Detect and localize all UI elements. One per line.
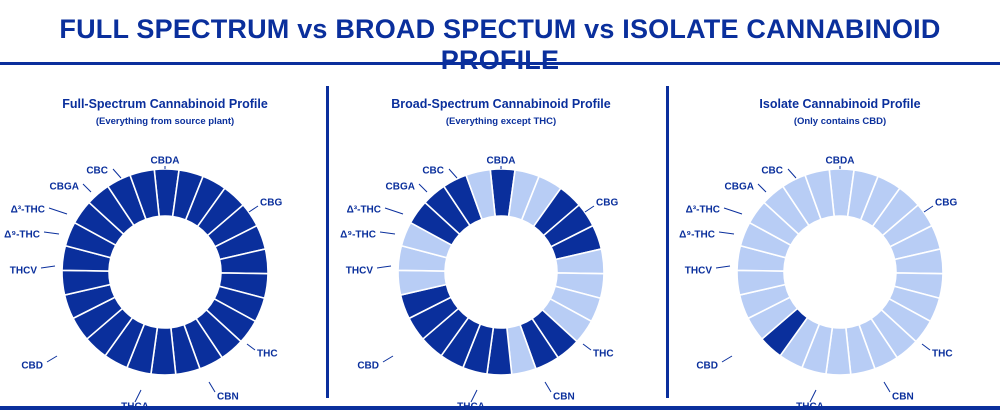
label-leader-line (82, 183, 92, 193)
label-leader-line (721, 355, 733, 363)
segment-label: Δ³-THC (686, 205, 720, 216)
segment-label: Δ⁹-THC (340, 230, 376, 241)
segment-label: CBC (422, 166, 444, 177)
segment-label: THCV (346, 266, 374, 277)
segment-label: CBDA (487, 156, 516, 167)
segment-label: CBC (86, 166, 108, 177)
label-leader-line (43, 231, 60, 235)
panel-divider (326, 86, 329, 398)
chart-title: Full-Spectrum Cannabinoid Profile (62, 97, 268, 111)
chart-subtitle: (Everything except THC) (445, 116, 557, 127)
segment-label: CBN (553, 392, 575, 403)
label-leader-line (40, 265, 56, 269)
segment-label: CBN (217, 392, 239, 403)
panel-divider (666, 86, 669, 398)
panel-broad-spectrum: Broad-Spectrum Cannabinoid Profile (Ever… (336, 70, 666, 412)
segment-label: CBC (761, 166, 783, 177)
segment-label: THCV (685, 266, 713, 277)
label-leader-line (582, 343, 592, 351)
donut-chart-isolate: CBDACBGTHCCBNTHCACBDTHCVΔ⁹-THCΔ³-THCCBGA… (679, 156, 957, 412)
chart-title: Broad-Spectrum Cannabinoid Profile (391, 97, 611, 111)
label-leader-line (418, 183, 428, 193)
label-leader-line (134, 389, 142, 403)
label-leader-line (246, 343, 256, 351)
label-leader-line (448, 168, 458, 179)
segment-label: CBGA (386, 182, 415, 193)
label-leader-line (48, 207, 68, 215)
donut-segment (465, 168, 497, 221)
page-title: FULL SPECTRUM vs BROAD SPECTUM vs ISOLAT… (59, 14, 941, 75)
donut-chart-full-spectrum: CBDACBGTHCCBNTHCACBDTHCVΔ⁹-THCΔ³-THCCBGA… (4, 156, 282, 412)
top-rule (0, 62, 1000, 65)
segment-label: CBGA (725, 182, 754, 193)
chart-subtitle: (Everything from source plant) (95, 116, 235, 127)
segment-label: CBN (892, 392, 914, 403)
label-leader-line (544, 381, 552, 393)
segment-label: CBD (696, 361, 718, 372)
label-leader-line (112, 168, 122, 179)
label-leader-line (379, 231, 396, 235)
segment-label: CBDA (151, 156, 180, 167)
label-leader-line (757, 183, 767, 193)
chart-title: Isolate Cannabinoid Profile (759, 97, 921, 111)
segment-label: Δ³-THC (347, 205, 381, 216)
label-leader-line (809, 389, 817, 403)
segment-label: CBGA (50, 182, 79, 193)
panel-isolate: Isolate Cannabinoid Profile (Only contai… (675, 70, 1000, 412)
label-leader-line (208, 381, 216, 393)
segment-label: CBG (596, 198, 618, 209)
donut-segment (129, 168, 161, 221)
segment-label: CBG (260, 198, 282, 209)
label-leader-line (470, 389, 478, 403)
label-leader-line (715, 265, 731, 269)
label-leader-line (923, 205, 934, 213)
segment-label: CBD (21, 361, 43, 372)
segment-label: Δ⁹-THC (679, 230, 715, 241)
segment-label: THC (593, 349, 614, 360)
segment-label: Δ³-THC (11, 205, 45, 216)
label-leader-line (883, 381, 891, 393)
segment-label: THCV (10, 266, 38, 277)
label-leader-line (46, 355, 58, 363)
chart-subtitle: (Only contains CBD) (793, 116, 887, 127)
label-leader-line (248, 205, 259, 213)
segment-label: CBDA (826, 156, 855, 167)
segment-label: THC (257, 349, 278, 360)
segment-label: CBG (935, 198, 957, 209)
label-leader-line (584, 205, 595, 213)
label-leader-line (718, 231, 735, 235)
label-leader-line (921, 343, 931, 351)
label-leader-line (384, 207, 404, 215)
donut-chart-broad-spectrum: CBDACBGTHCCBNTHCACBDTHCVΔ⁹-THCΔ³-THCCBGA… (340, 156, 618, 412)
label-leader-line (376, 265, 392, 269)
donut-segment (804, 168, 836, 221)
label-leader-line (382, 355, 394, 363)
label-leader-line (787, 168, 797, 179)
label-leader-line (723, 207, 743, 215)
bottom-rule (0, 406, 1000, 410)
panel-full-spectrum: Full-Spectrum Cannabinoid Profile (Every… (0, 70, 330, 412)
segment-label: CBD (357, 361, 379, 372)
segment-label: THC (932, 349, 953, 360)
segment-label: Δ⁹-THC (4, 230, 40, 241)
